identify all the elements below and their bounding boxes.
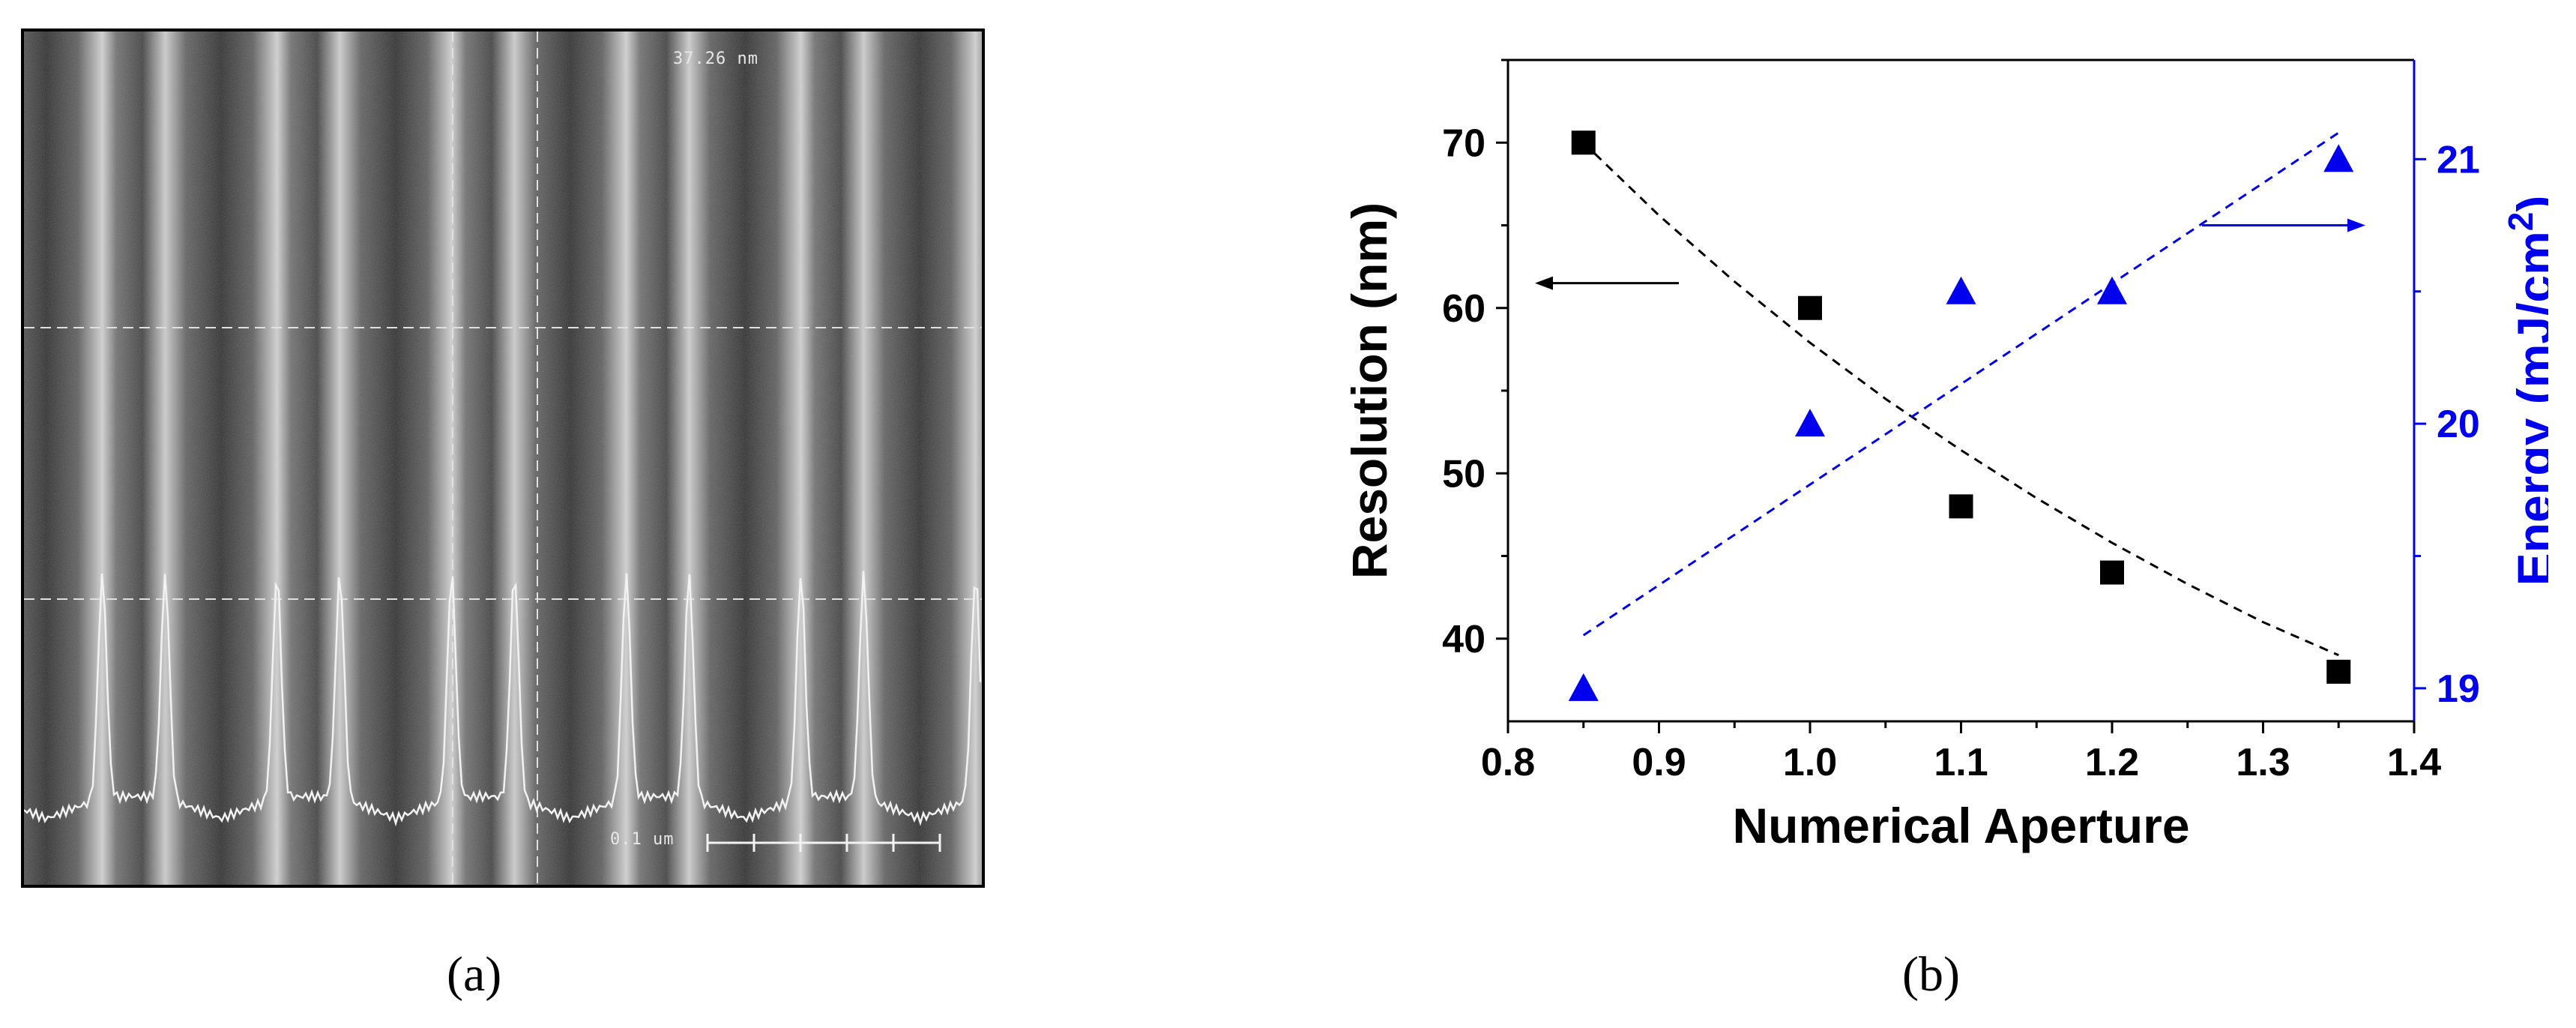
resolution-energy-chart: 0.8 0.9 1.0 1.1 1.2 1.3 1.4 40 50 60 70 19 20 21 Numer… (1342, 58, 2548, 853)
resolution-point (1571, 130, 1596, 155)
energy-fit-line (1582, 131, 2340, 637)
left-arrow-head (1535, 276, 1553, 290)
y-tick-label: 60 (1442, 287, 1485, 331)
x-tick-label: 0.9 (1632, 741, 1686, 784)
sem-intensity-profile (24, 571, 982, 827)
energy-point (1795, 409, 1825, 437)
x-axis-title: Numerical Aperture (1732, 798, 2189, 853)
resolution-point (2100, 560, 2124, 585)
data-points (1568, 130, 2354, 701)
y-tick-label: 70 (1442, 121, 1485, 165)
fit-lines (1582, 131, 2340, 657)
sem-image-graphic (24, 31, 982, 885)
y-right-tick-label: 19 (2437, 667, 2480, 711)
x-tick-label: 1.4 (2387, 741, 2441, 784)
right-arrow-head (2347, 218, 2365, 232)
sem-scale-bar-label: 0.1 um (610, 830, 675, 849)
chart-labels: 0.8 0.9 1.0 1.1 1.2 1.3 1.4 40 50 60 70 19 20 21 Numer… (1342, 121, 2548, 853)
axis-arrows (1535, 218, 2365, 290)
y-axis-title: Resolution (nm) (1342, 202, 1397, 579)
x-tick-label: 1.3 (2236, 741, 2290, 784)
x-tick-label: 1.2 (2085, 741, 2139, 784)
sem-noise-overlay (24, 31, 982, 885)
energy-point (1568, 673, 1599, 701)
caption-a: (a) (447, 947, 502, 1002)
energy-point (2097, 276, 2127, 304)
y-right-tick-label: 21 (2437, 138, 2480, 181)
caption-b: (b) (1902, 947, 1960, 1002)
x-tick-label: 1.0 (1783, 741, 1837, 784)
x-tick-label: 1.1 (1934, 741, 1988, 784)
resolution-point (1798, 295, 1822, 320)
y-tick-label: 40 (1442, 618, 1485, 661)
energy-point (1946, 276, 1976, 304)
y-right-tick-label: 20 (2437, 403, 2480, 446)
y-right-axis-title: Energy (mJ/cm2) (2501, 196, 2548, 586)
resolution-point (2326, 659, 2351, 684)
y-tick-label: 50 (1442, 452, 1485, 496)
sem-image: 37.26 nm 0.1 um (21, 28, 985, 888)
chart-axes (1496, 58, 2426, 733)
x-tick-label: 0.8 (1481, 741, 1535, 784)
sem-measurement-label: 37.26 nm (673, 49, 758, 68)
sem-scale-bar (706, 834, 941, 852)
resolution-fit-line (1582, 142, 2339, 657)
energy-point (2323, 144, 2354, 172)
resolution-point (1949, 494, 1973, 519)
